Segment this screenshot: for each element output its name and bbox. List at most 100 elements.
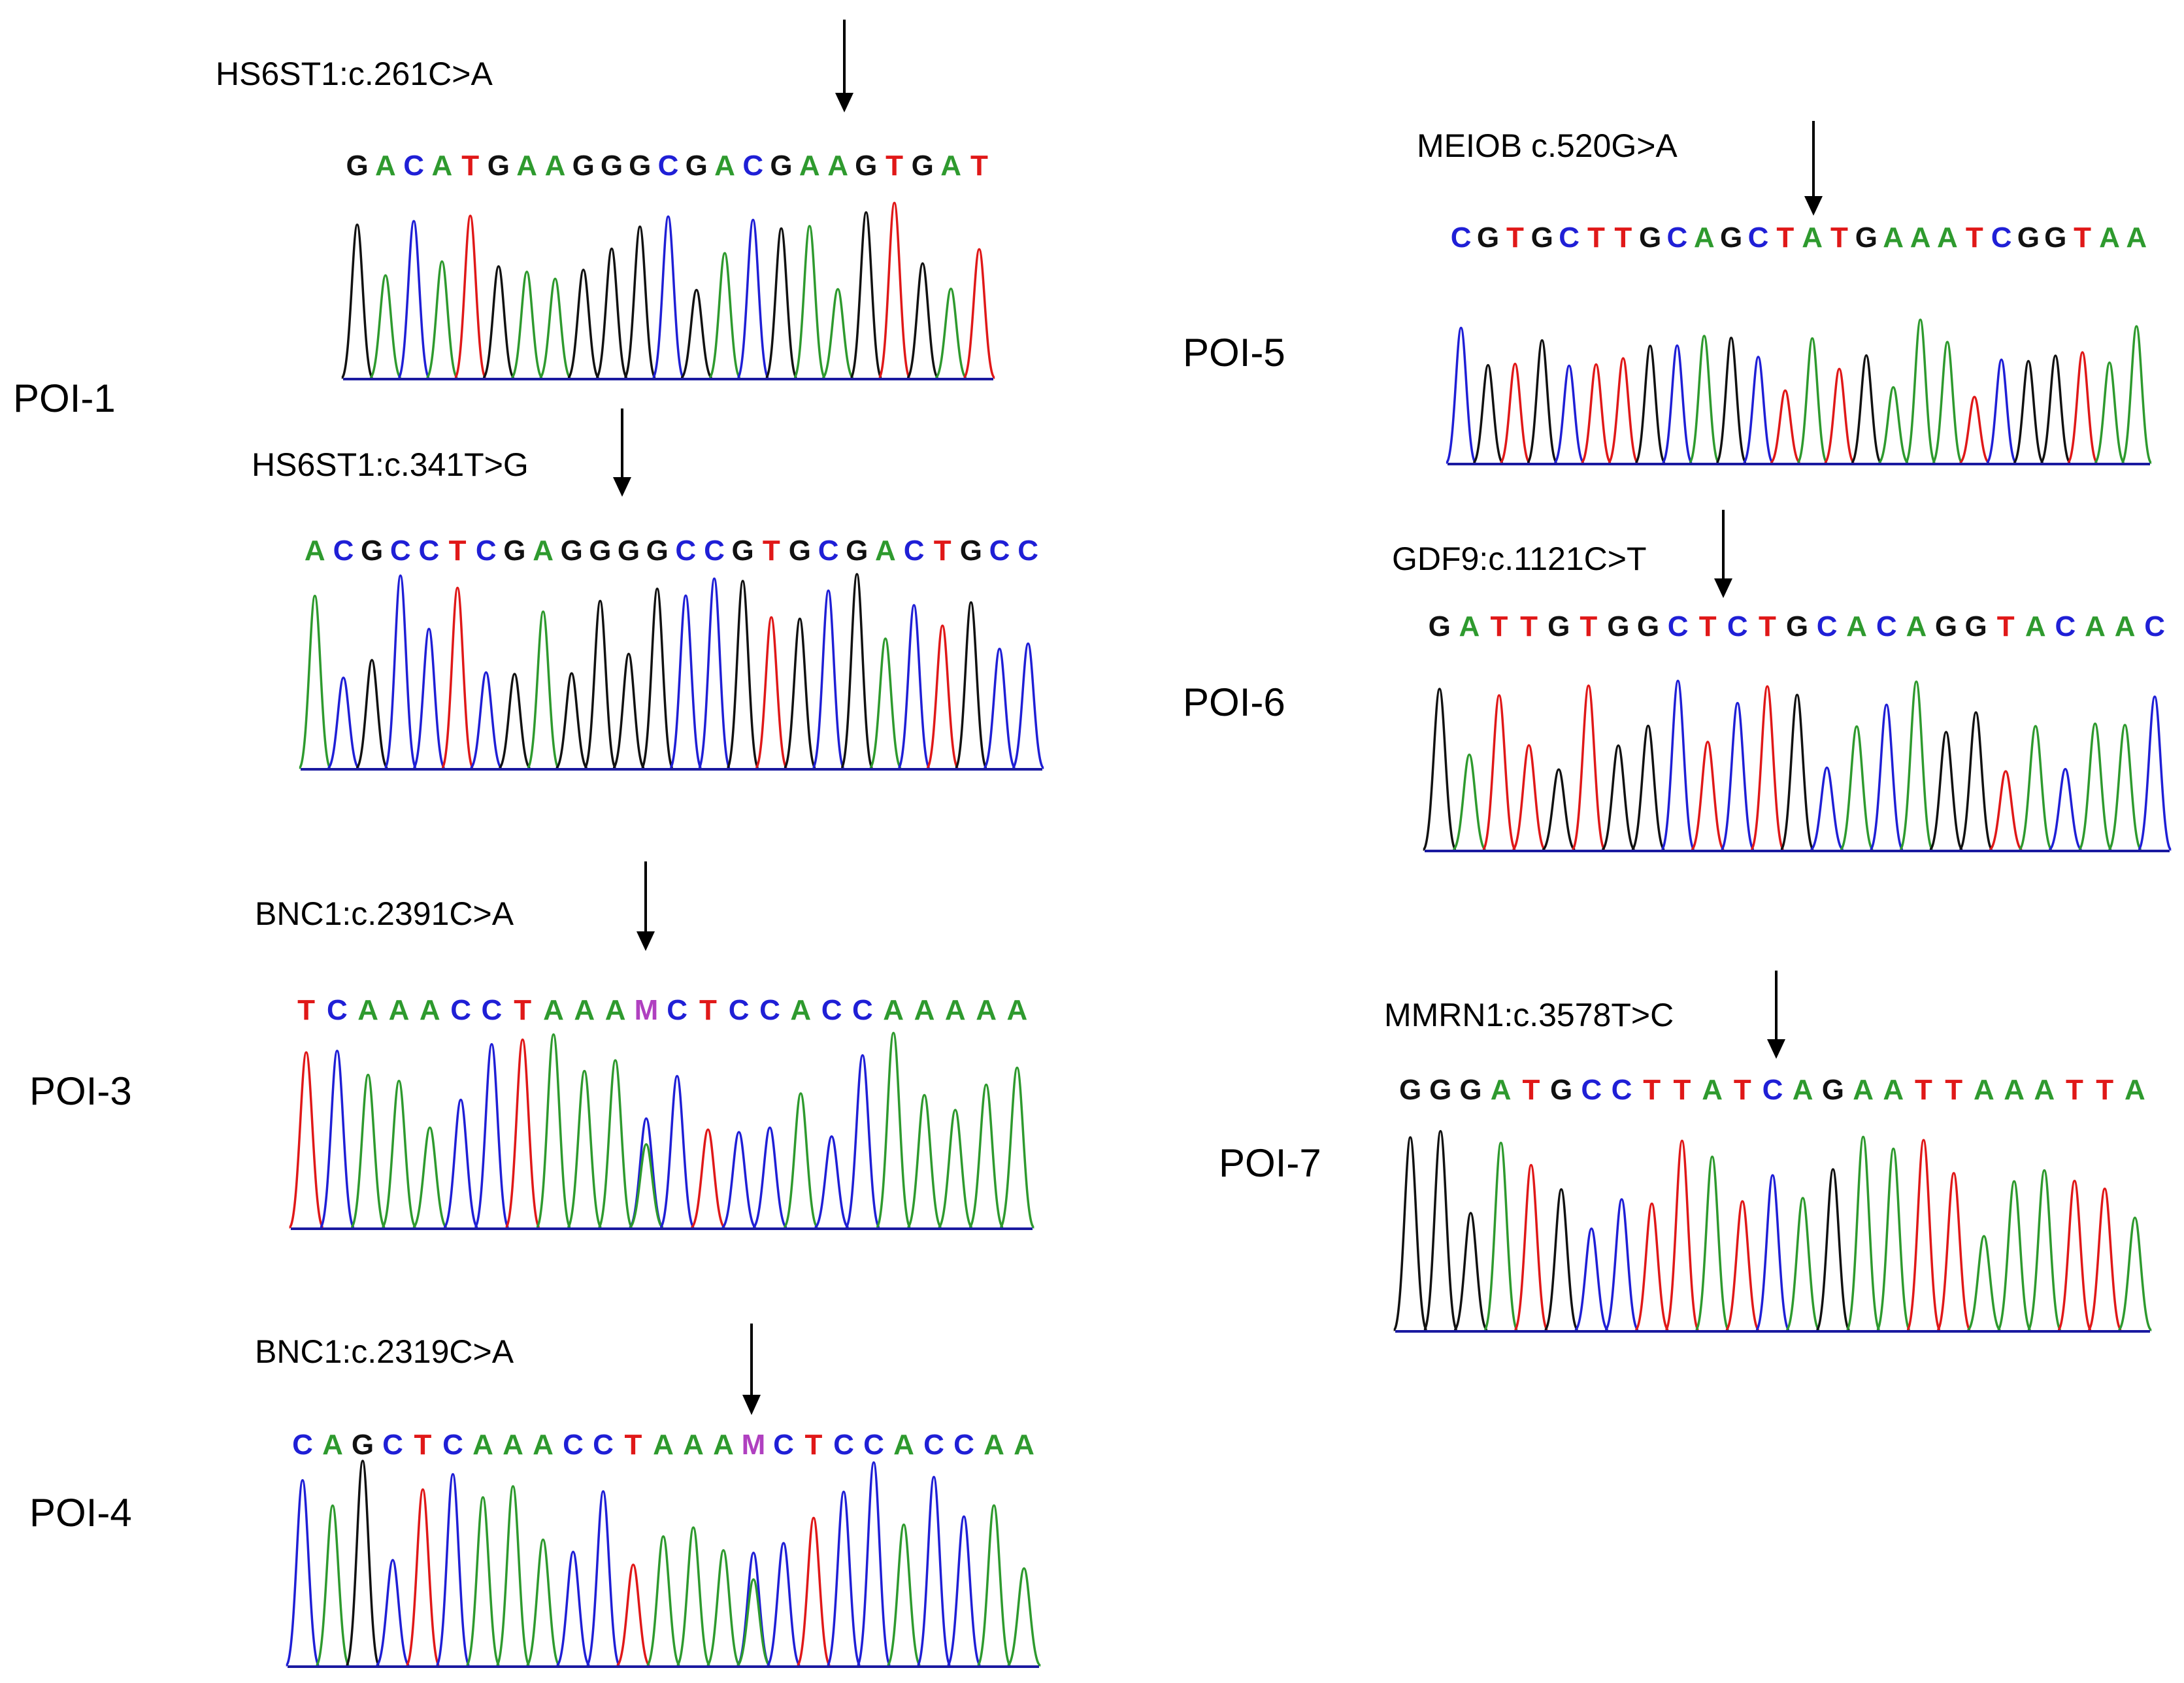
- trace-peak: [340, 223, 374, 379]
- base-call: A: [543, 994, 564, 1026]
- trace-peak: [1661, 344, 1693, 464]
- trace-peak: [1453, 1212, 1489, 1331]
- base-call: C: [742, 150, 763, 182]
- trace-peak: [736, 1578, 771, 1667]
- base-call: C: [658, 150, 679, 182]
- base-call: C: [852, 994, 873, 1026]
- base-call: C: [1817, 610, 1838, 642]
- base-call: A: [389, 994, 410, 1026]
- trace-peak: [1604, 1198, 1640, 1331]
- base-call: T: [934, 535, 951, 567]
- base-call: M: [635, 994, 659, 1026]
- trace-peak: [1526, 339, 1559, 464]
- trace-peak: [999, 1066, 1036, 1229]
- mutation-label: BNC1:c.2391C>A: [255, 895, 514, 932]
- trace-peak: [2107, 724, 2143, 851]
- trace-peak: [1553, 364, 1585, 464]
- base-call: G: [503, 535, 525, 567]
- trace-peak: [615, 1563, 652, 1667]
- base-call: G: [629, 150, 651, 182]
- base-call: G: [912, 150, 934, 182]
- base-call: A: [2004, 1074, 2025, 1106]
- trace-peak: [1755, 1174, 1791, 1331]
- trace-peak: [705, 1549, 742, 1667]
- trace-peak: [1688, 335, 1721, 464]
- trace-peak: [885, 1523, 922, 1667]
- trace-peak: [473, 1042, 510, 1229]
- trace-peak: [1421, 688, 1457, 851]
- trace-peak: [1423, 1129, 1459, 1331]
- trace-peak: [795, 1516, 832, 1667]
- base-call: C: [482, 994, 503, 1026]
- trace-peak: [469, 671, 503, 769]
- base-call: T: [1643, 1074, 1661, 1106]
- base-call: A: [2126, 222, 2147, 254]
- trace-peak: [1511, 744, 1547, 851]
- base-call: A: [1883, 222, 1904, 254]
- base-call: G: [1855, 222, 1878, 254]
- base-call: C: [923, 1429, 944, 1461]
- trace-peak: [825, 1490, 862, 1667]
- trace-peak: [1498, 362, 1531, 464]
- trace-peak: [925, 624, 959, 769]
- base-call: G: [361, 535, 383, 567]
- base-call: G: [352, 1429, 374, 1461]
- base-call: C: [403, 150, 424, 182]
- trace-peak: [298, 594, 332, 769]
- trace-peak: [1725, 1200, 1761, 1331]
- base-call: C: [1762, 1074, 1783, 1106]
- down-arrow-icon: [613, 408, 631, 497]
- base-call: T: [1830, 222, 1848, 254]
- trace-peak: [1810, 766, 1844, 851]
- base-call: A: [375, 150, 396, 182]
- base-call: G: [2044, 222, 2066, 254]
- base-call: T: [297, 994, 315, 1026]
- base-call: G: [1720, 222, 1742, 254]
- base-call: C: [442, 1429, 463, 1461]
- base-call: T: [1945, 1074, 1962, 1106]
- base-call: T: [1614, 222, 1632, 254]
- base-call: A: [1491, 1074, 1512, 1106]
- base-call: A: [1937, 222, 1958, 254]
- base-call: T: [805, 1429, 823, 1461]
- base-call: M: [742, 1429, 766, 1461]
- base-call: A: [1883, 1074, 1904, 1106]
- patient-label-poi-5: POI-5: [1183, 331, 1285, 375]
- base-call: G: [1547, 610, 1570, 642]
- base-call: G: [846, 535, 868, 567]
- trace-peak: [555, 1550, 591, 1667]
- trace-peak: [946, 1515, 982, 1667]
- trace-peak: [1542, 768, 1576, 851]
- trace-peak: [1868, 703, 1904, 851]
- trace-peak: [855, 1461, 892, 1667]
- base-call: A: [1702, 1074, 1723, 1106]
- base-call: C: [450, 994, 471, 1026]
- base-call: A: [2115, 610, 2136, 642]
- base-call: A: [893, 1429, 914, 1461]
- down-arrow-icon: [1767, 971, 1785, 1059]
- trace-peak: [526, 610, 560, 769]
- base-call: T: [970, 150, 988, 182]
- trace-peak: [1574, 1227, 1610, 1331]
- mutation-label: HS6ST1:c.261C>A: [216, 56, 493, 92]
- trace-peak: [482, 265, 516, 379]
- base-call: T: [414, 1429, 432, 1461]
- trace-peak: [412, 627, 446, 769]
- trace-peak: [1451, 753, 1487, 851]
- patient-label-poi-7: POI-7: [1219, 1141, 1321, 1185]
- trace-peak: [897, 604, 931, 769]
- down-arrow-icon: [1804, 121, 1823, 216]
- base-call: T: [2066, 1074, 2083, 1106]
- base-call: G: [1786, 610, 1808, 642]
- trace-peak: [595, 247, 629, 379]
- base-call: A: [305, 535, 325, 567]
- base-call: C: [773, 1429, 794, 1461]
- base-call: A: [1906, 610, 1927, 642]
- base-call: A: [503, 1429, 523, 1461]
- trace-peak: [669, 594, 703, 769]
- base-call: A: [533, 535, 554, 567]
- trace-peak: [314, 1504, 351, 1667]
- trace-peak: [1989, 770, 2023, 851]
- base-call: G: [1607, 610, 1629, 642]
